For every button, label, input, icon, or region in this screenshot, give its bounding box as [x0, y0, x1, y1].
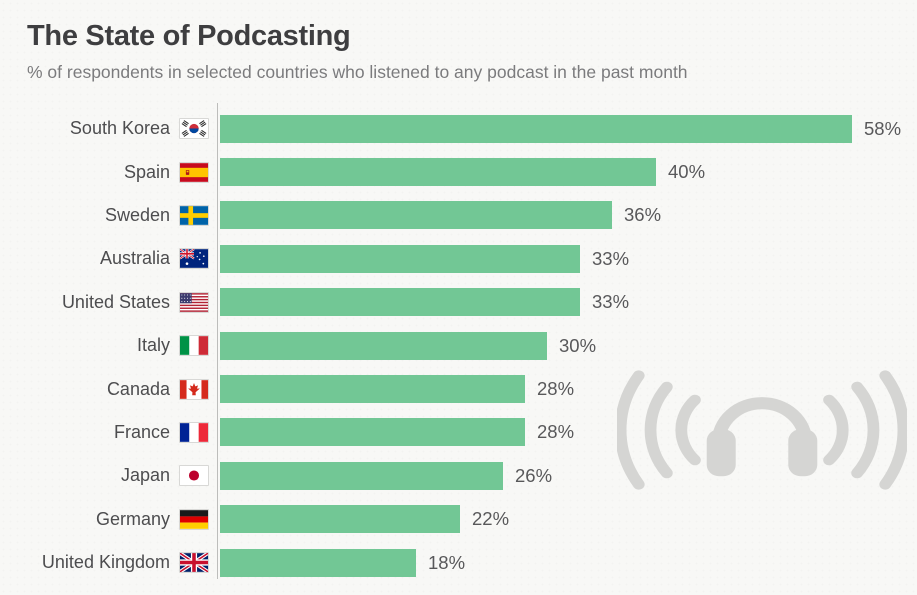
bar-rows: South Korea 58% Spain 40% Sweden 36% — [0, 107, 917, 584]
category-label-cell: France — [0, 421, 209, 443]
bar-row: France 28% — [0, 411, 917, 454]
country-label: United Kingdom — [41, 552, 170, 573]
bar-value-label: 28% — [537, 378, 575, 400]
bar-de — [220, 505, 460, 534]
category-label-cell: South Korea — [0, 118, 209, 140]
flag-south-korea-icon — [179, 118, 209, 140]
country-label: United States — [61, 291, 170, 312]
country-label: Canada — [106, 378, 170, 399]
flag-italy-icon — [179, 335, 209, 357]
flag-united-states-icon — [179, 291, 209, 313]
bar-es — [220, 158, 656, 187]
flag-sweden-icon — [179, 204, 209, 226]
country-label: Australia — [99, 248, 170, 269]
category-label-cell: Australia — [0, 248, 209, 270]
bar-value-label: 33% — [592, 291, 630, 313]
bar-kr — [220, 114, 852, 143]
flag-spain-icon — [179, 161, 209, 183]
category-label-cell: Sweden — [0, 204, 209, 226]
flag-japan-icon — [179, 465, 209, 487]
bar-us — [220, 288, 580, 317]
bar-row: Japan 26% — [0, 454, 917, 497]
bar-se — [220, 201, 612, 230]
bar-value-label: 18% — [428, 551, 466, 573]
bar-it — [220, 331, 547, 360]
bar-row: United Kingdom 18% — [0, 541, 917, 584]
flag-france-icon — [179, 421, 209, 443]
flag-germany-icon — [179, 508, 209, 530]
bar-gb — [220, 548, 416, 577]
page-subtitle: % of respondents in selected countries w… — [27, 62, 688, 82]
category-label-cell: Germany — [0, 508, 209, 530]
bar-value-label: 26% — [515, 464, 553, 486]
country-label: Sweden — [104, 204, 170, 225]
bar-row: Spain 40% — [0, 150, 917, 193]
headphones-sound-waves-icon — [617, 361, 907, 499]
bar-row: Canada 28% — [0, 367, 917, 410]
country-label: Germany — [95, 508, 170, 529]
bar-chart: South Korea 58% Spain 40% Sweden 36% — [0, 103, 917, 587]
bar-value-label: 28% — [537, 421, 575, 443]
bar-row: Italy 30% — [0, 324, 917, 367]
bar-value-label: 33% — [592, 247, 630, 269]
bar-row: United States 33% — [0, 281, 917, 324]
bar-value-label: 30% — [559, 334, 597, 356]
country-label: Italy — [136, 335, 170, 356]
flag-canada-icon — [179, 378, 209, 400]
bar-fr — [220, 418, 525, 447]
category-label-cell: Japan — [0, 465, 209, 487]
bar-au — [220, 244, 580, 273]
bar-row: Sweden 36% — [0, 194, 917, 237]
country-label: France — [113, 421, 170, 442]
bar-jp — [220, 461, 503, 490]
country-label: Japan — [120, 465, 170, 486]
flag-united-kingdom-icon — [179, 552, 209, 574]
bar-value-label: 22% — [472, 508, 510, 530]
category-label-cell: Canada — [0, 378, 209, 400]
header: The State of Podcasting % of respondents… — [27, 20, 688, 83]
bar-row: South Korea 58% — [0, 107, 917, 150]
bar-row: Germany 22% — [0, 498, 917, 541]
flag-australia-icon — [179, 248, 209, 270]
bar-ca — [220, 375, 525, 404]
bar-value-label: 36% — [624, 204, 662, 226]
country-label: Spain — [123, 161, 170, 182]
category-label-cell: Italy — [0, 335, 209, 357]
axis-line — [217, 103, 218, 579]
country-label: South Korea — [69, 118, 170, 139]
category-label-cell: Spain — [0, 161, 209, 183]
bar-value-label: 58% — [864, 117, 902, 139]
category-label-cell: United Kingdom — [0, 552, 209, 574]
bar-row: Australia 33% — [0, 237, 917, 280]
category-label-cell: United States — [0, 291, 209, 313]
bar-value-label: 40% — [668, 161, 706, 183]
page-title: The State of Podcasting — [27, 20, 351, 52]
